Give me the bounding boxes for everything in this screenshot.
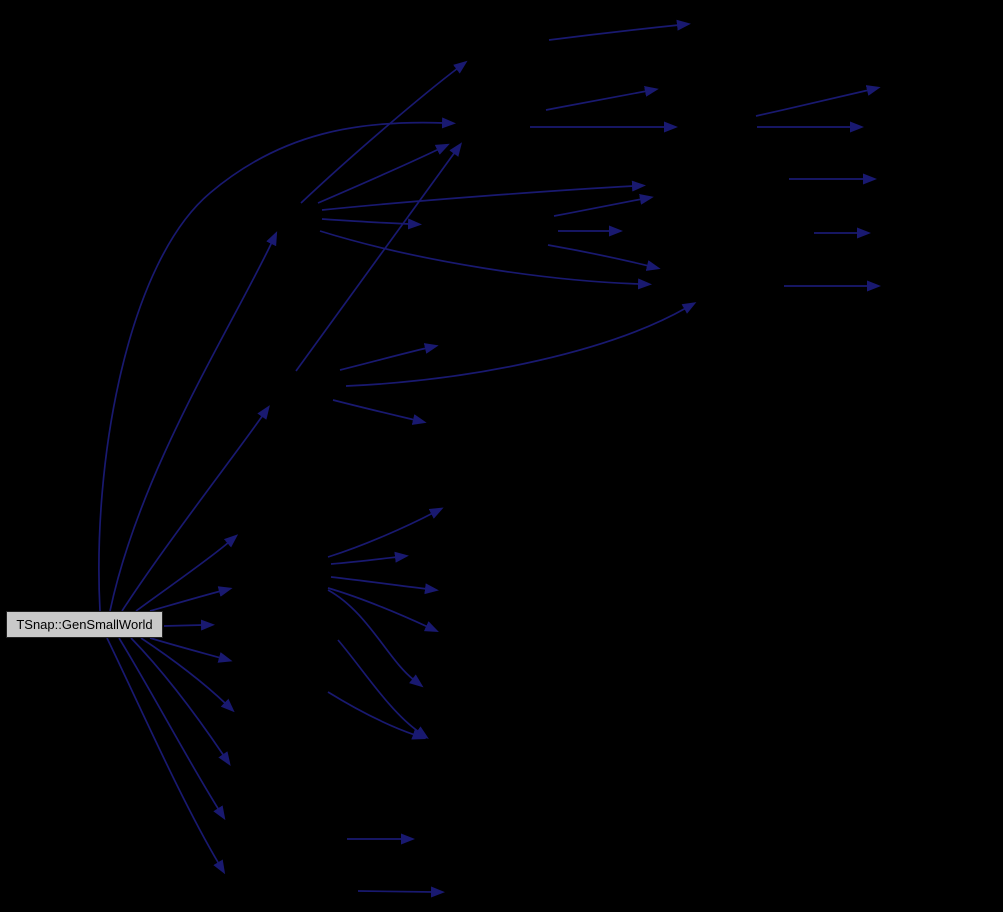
edge-root-down-5	[106, 637, 226, 875]
root-node[interactable]: TSnap::GenSmallWorld	[6, 611, 163, 638]
root-node-label: TSnap::GenSmallWorld	[16, 617, 153, 632]
edge-n3-out-up	[553, 193, 654, 217]
edge-b-down-right	[332, 399, 427, 425]
edge-n1-out	[548, 19, 691, 41]
edge-root-up-3	[135, 534, 239, 612]
edge-a-to-n3	[321, 218, 422, 230]
edge-n8-out-up	[755, 85, 881, 117]
edge-bottom-arrow-2	[357, 886, 445, 898]
edge-c2-out-1	[327, 587, 439, 632]
edge-root-up-longcurve	[98, 117, 456, 612]
edge-d-out-1	[337, 639, 429, 739]
edge-root-down-3	[130, 637, 231, 766]
edge-layer	[98, 19, 881, 898]
edge-root-right	[163, 619, 215, 631]
edge-root-down-1	[149, 637, 233, 663]
edge-b-to-mid	[339, 343, 439, 371]
edge-n2-out-up	[545, 85, 659, 111]
edge-c2-out-2	[327, 589, 424, 688]
edge-root-up-2	[121, 405, 270, 612]
edge-c1-out-mid	[330, 551, 409, 565]
edge-root-down-4	[118, 637, 226, 821]
edge-root-up-4	[149, 586, 233, 612]
edge-a-to-n2	[317, 143, 450, 204]
edge-a-to-n6	[319, 230, 652, 290]
edge-a-to-n4	[321, 180, 646, 211]
edge-d-out-2	[327, 691, 427, 740]
edge-b-to-n2	[295, 142, 463, 372]
edge-n3-out-down	[547, 244, 661, 271]
edge-root-down-2	[140, 637, 235, 713]
edge-c1-out-down	[330, 576, 439, 595]
edge-b-curve-right	[345, 302, 697, 387]
edge-c1-out-up	[327, 507, 444, 558]
edge-a-to-top	[300, 60, 468, 204]
edge-root-up-1	[109, 231, 278, 612]
